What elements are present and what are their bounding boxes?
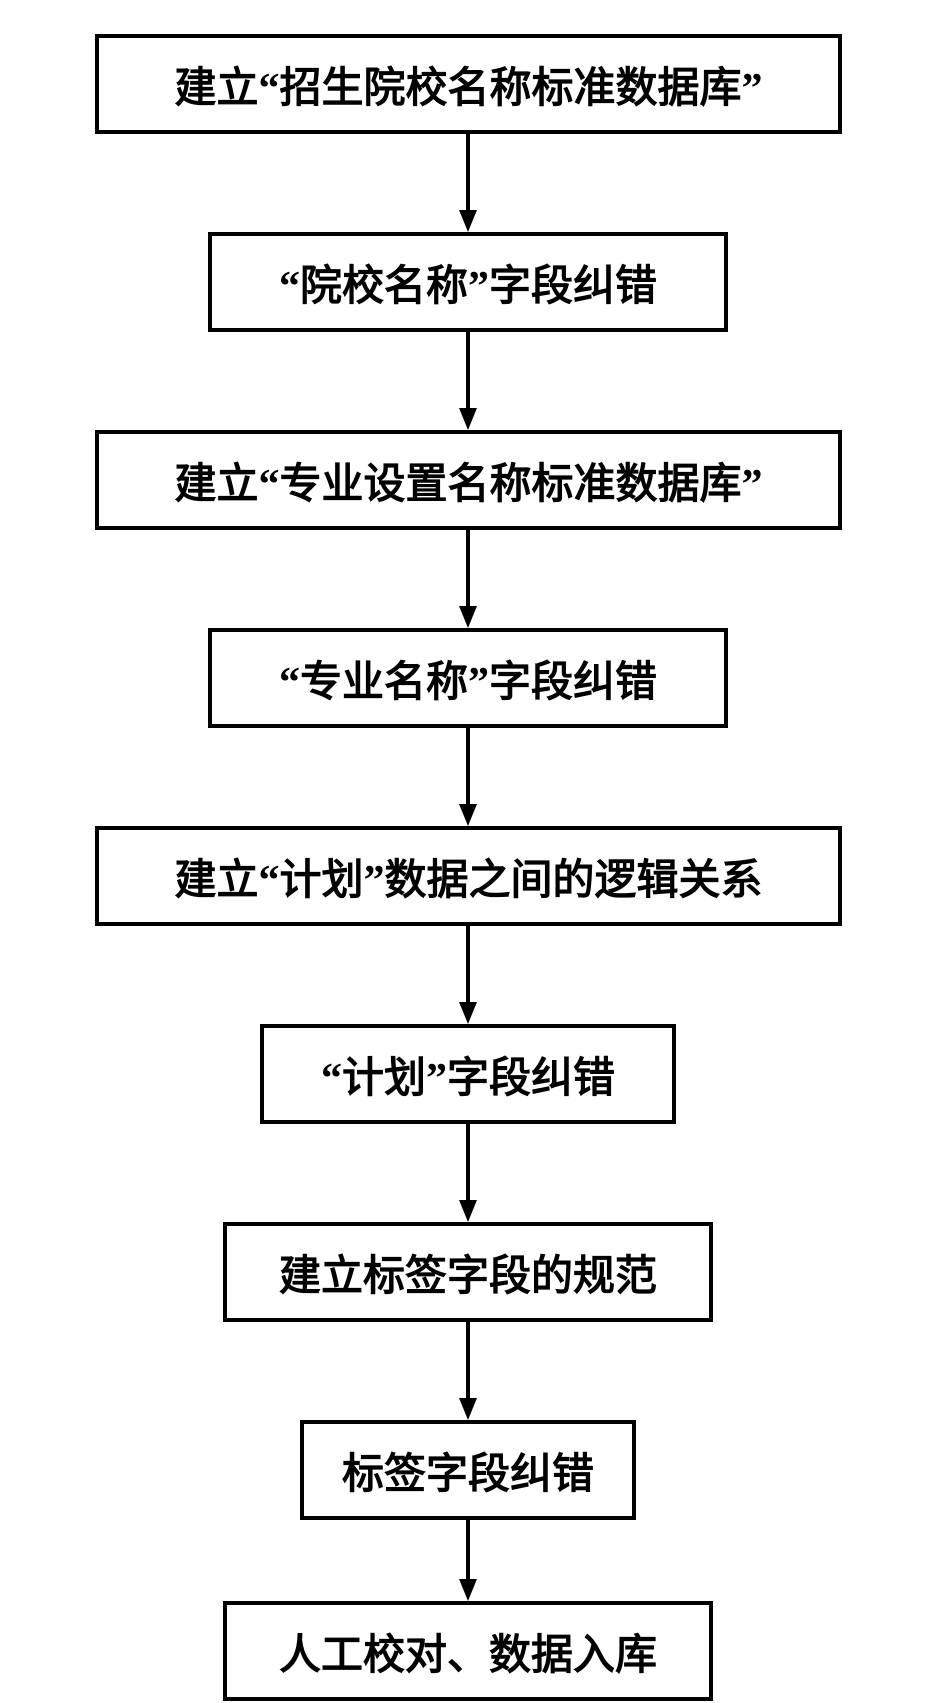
flowchart-edge-arrowhead [459, 210, 477, 232]
flowchart-canvas: 建立“招生院校名称标准数据库” “院校名称”字段纠错建立“专业设置名称标准数据库”… [0, 0, 937, 1703]
flowchart-node-label: 人工校对、数据入库 [279, 1621, 657, 1682]
flowchart-node-n1: 建立“招生院校名称标准数据库” [95, 34, 842, 134]
flowchart-edge-arrowhead [459, 1002, 477, 1024]
flowchart-node-n8: 标签字段纠错 [300, 1420, 636, 1520]
flowchart-edge-arrowhead [459, 1398, 477, 1420]
flowchart-node-n7: 建立标签字段的规范 [223, 1222, 713, 1322]
flowchart-node-n2: “院校名称”字段纠错 [208, 232, 728, 332]
flowchart-node-label: “院校名称”字段纠错 [279, 252, 657, 313]
flowchart-edge-arrowhead [459, 1200, 477, 1222]
flowchart-edge-arrowhead [459, 408, 477, 430]
flowchart-node-n4: “专业名称”字段纠错 [208, 628, 728, 728]
flowchart-edge-arrowhead [459, 804, 477, 826]
flowchart-node-n5: 建立“计划”数据之间的逻辑关系 [95, 826, 842, 926]
flowchart-edge-arrowhead [459, 1579, 477, 1601]
flowchart-node-n9: 人工校对、数据入库 [223, 1601, 713, 1701]
flowchart-node-label: 建立“专业设置名称标准数据库” [174, 450, 762, 511]
flowchart-edge-arrowhead [459, 606, 477, 628]
flowchart-node-n6: “计划”字段纠错 [260, 1024, 676, 1124]
flowchart-node-n3: 建立“专业设置名称标准数据库” [95, 430, 842, 530]
flowchart-node-label: 标签字段纠错 [342, 1440, 594, 1501]
flowchart-node-label: 建立“计划”数据之间的逻辑关系 [174, 846, 762, 907]
flowchart-node-label: 建立“招生院校名称标准数据库” [174, 54, 762, 115]
flowchart-node-label: 建立标签字段的规范 [279, 1242, 657, 1303]
flowchart-node-label: “专业名称”字段纠错 [279, 648, 657, 709]
flowchart-node-label: “计划”字段纠错 [321, 1044, 615, 1105]
